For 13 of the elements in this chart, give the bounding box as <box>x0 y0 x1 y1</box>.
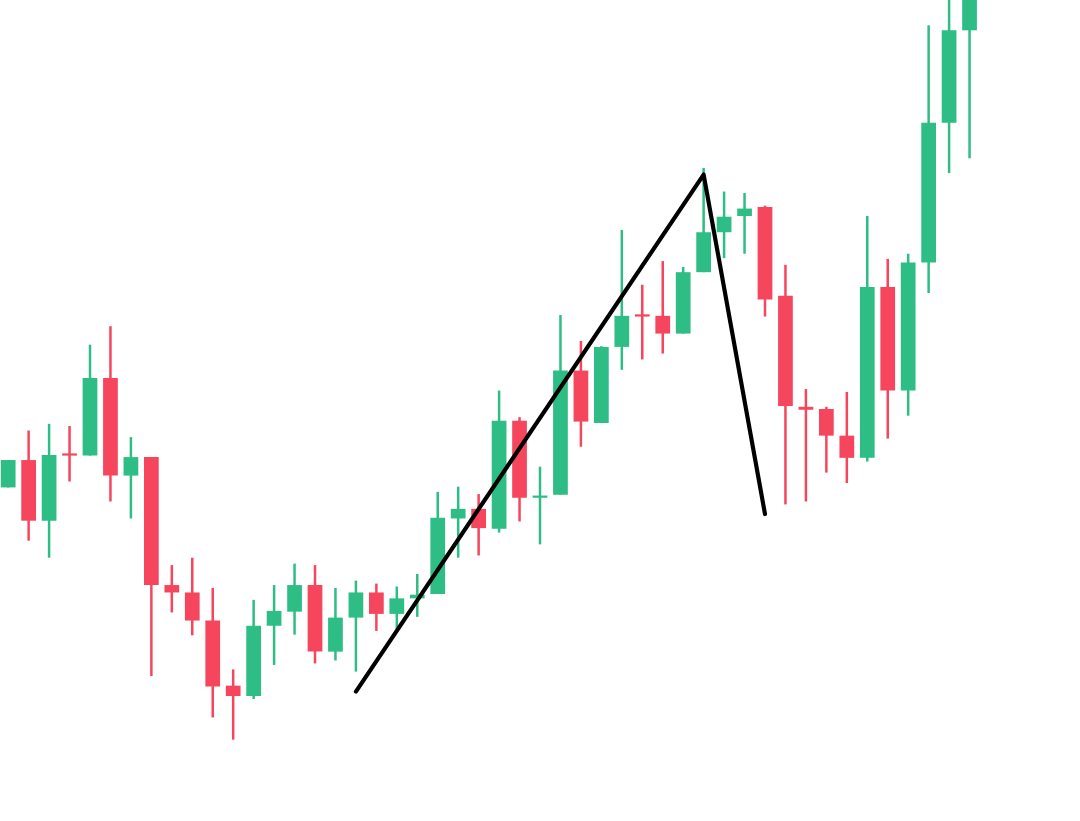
candlestick <box>839 390 855 485</box>
candlestick <box>266 583 282 667</box>
candlestick <box>716 190 732 260</box>
candlestick <box>798 387 814 503</box>
candlestick <box>62 424 77 483</box>
candlestick <box>164 563 180 614</box>
candlestick <box>369 582 384 633</box>
candlestick <box>737 191 752 255</box>
candlestick <box>655 259 671 355</box>
candlestick <box>450 485 466 559</box>
candlestick <box>634 283 650 361</box>
candlestick <box>123 435 139 520</box>
candlestick <box>225 668 241 741</box>
